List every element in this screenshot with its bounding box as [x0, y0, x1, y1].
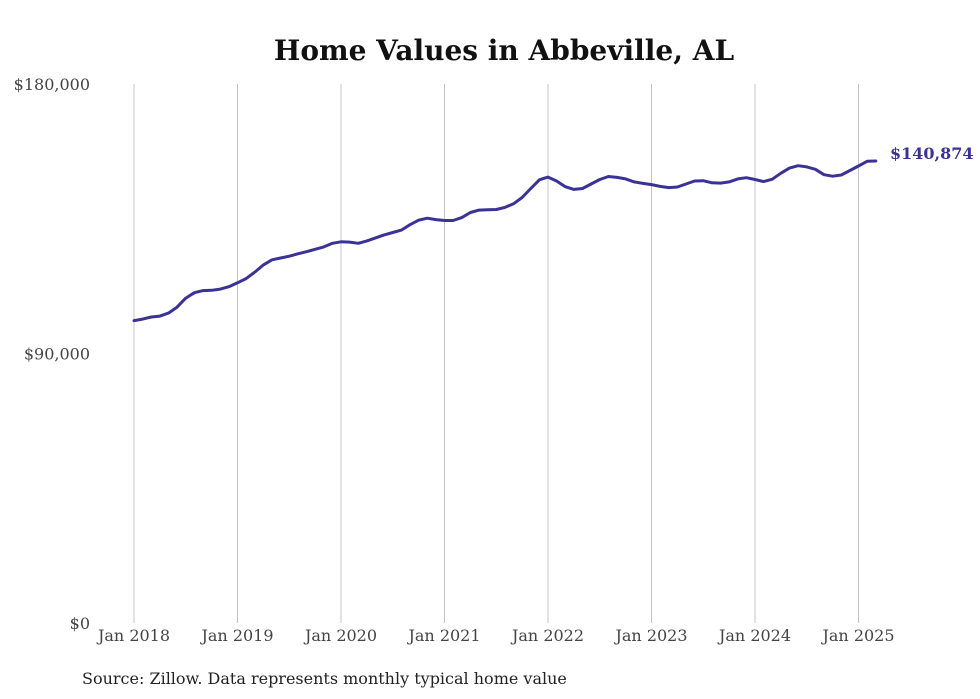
- y-tick-label: $0: [70, 614, 90, 633]
- x-axis-tick-labels: Jan 2018 Jan 2019 Jan 2020 Jan 2021 Jan 2022…: [96, 626, 895, 645]
- y-axis-tick-labels: $0 $90,000 $180,000: [14, 75, 90, 633]
- x-tick-label: Jan 2018: [96, 626, 170, 645]
- x-tick-label: Jan 2019: [199, 626, 273, 645]
- chart-title: Home Values in Abbeville, AL: [274, 34, 735, 67]
- last-value-label: $140,874: [890, 144, 974, 163]
- x-tick-label: Jan 2025: [820, 626, 894, 645]
- x-tick-label: Jan 2020: [303, 626, 377, 645]
- x-tick-label: Jan 2021: [406, 626, 480, 645]
- x-tick-label: Jan 2024: [717, 626, 791, 645]
- gridlines: [133, 84, 859, 623]
- source-note: Source: Zillow. Data represents monthly …: [82, 669, 567, 688]
- series-line: [132, 159, 878, 323]
- x-tick-label: Jan 2023: [613, 626, 687, 645]
- x-tick-label: Jan 2022: [510, 626, 584, 645]
- y-tick-label: $180,000: [14, 75, 90, 94]
- y-tick-label: $90,000: [24, 345, 90, 364]
- series-line-group: [132, 159, 878, 323]
